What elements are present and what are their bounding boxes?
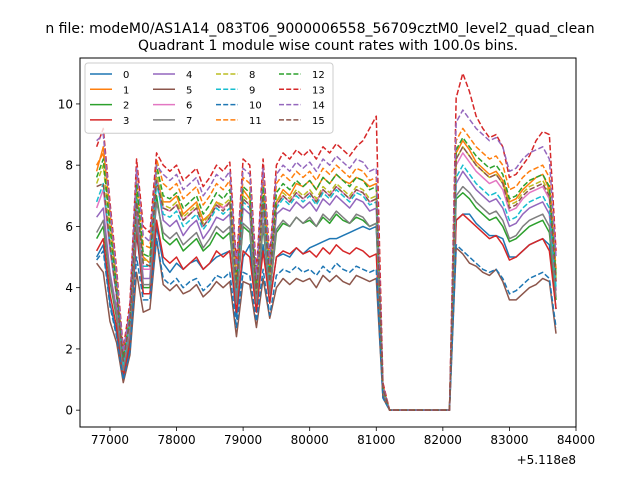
x-tick-label: 81000 xyxy=(357,433,395,447)
x-tick-label: 77000 xyxy=(91,433,129,447)
legend-label-12: 12 xyxy=(312,70,325,81)
y-axis: 0 2 4 6 8 10 xyxy=(58,97,80,418)
series-line-2 xyxy=(95,191,557,411)
series-line-9 xyxy=(95,164,557,411)
series-line-15 xyxy=(96,146,557,411)
legend-label-5: 5 xyxy=(186,85,192,96)
y-tick-label: 8 xyxy=(65,159,73,173)
legend-label-14: 14 xyxy=(312,101,325,112)
series-line-4 xyxy=(96,170,557,411)
y-tick-label: 6 xyxy=(65,220,73,234)
series-line-5 xyxy=(96,237,557,411)
legend-label-6: 6 xyxy=(186,101,192,112)
x-tick-label: 84000 xyxy=(557,433,595,447)
legend-label-15: 15 xyxy=(312,116,325,127)
legend-label-4: 4 xyxy=(186,70,192,81)
y-tick-label: 2 xyxy=(65,342,73,356)
legend-label-11: 11 xyxy=(249,116,262,127)
legend-label-10: 10 xyxy=(249,101,262,112)
series-line-7 xyxy=(95,185,557,411)
series-line-12 xyxy=(95,136,557,411)
x-tick-label: 79000 xyxy=(224,433,262,447)
legend-label-1: 1 xyxy=(123,85,129,96)
legend-label-7: 7 xyxy=(186,116,192,127)
series-lines xyxy=(95,72,557,411)
legend-box xyxy=(84,62,334,134)
axes-frame xyxy=(79,57,577,428)
y-tick-label: 10 xyxy=(58,97,73,111)
x-axis: 77000 78000 79000 80000 81000 82000 83000 84000 xyxy=(91,427,595,447)
x-tick-label: 82000 xyxy=(424,433,462,447)
x-tick-label: 80000 xyxy=(291,433,329,447)
legend-label-13: 13 xyxy=(312,85,325,96)
x-tick-label: 78000 xyxy=(157,433,195,447)
chart-title: Quadrant 1 module wise count rates with … xyxy=(138,38,518,54)
x-axis-offset-label: +5.118e8 xyxy=(517,453,576,467)
series-line-11 xyxy=(95,127,557,411)
legend-label-9: 9 xyxy=(249,85,255,96)
series-line-0 xyxy=(95,213,557,411)
legend-label-0: 0 xyxy=(123,70,129,81)
legend-label-2: 2 xyxy=(123,101,129,112)
series-line-3 xyxy=(95,213,557,411)
y-tick-label: 4 xyxy=(65,281,73,295)
figure-suptitle: n file: modeM0/AS1A14_083T06_9000006558_… xyxy=(45,21,594,37)
y-tick-label: 0 xyxy=(65,404,73,418)
series-line-13 xyxy=(95,72,557,411)
legend-label-8: 8 xyxy=(249,70,255,81)
series-line-10 xyxy=(96,237,557,411)
legend-label-3: 3 xyxy=(123,116,129,127)
x-tick-label: 83000 xyxy=(490,433,528,447)
